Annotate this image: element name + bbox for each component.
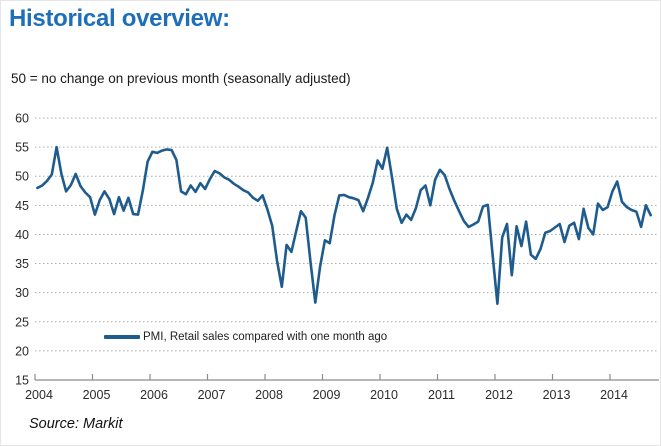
chart-subtitle: 50 = no change on previous month (season… xyxy=(11,71,351,86)
y-axis-label-45: 45 xyxy=(15,199,29,213)
x-axis-label-2010: 2010 xyxy=(370,388,398,402)
y-axis-label-30: 30 xyxy=(15,286,29,300)
y-axis-label-25: 25 xyxy=(15,315,29,329)
page-title: Historical overview: xyxy=(9,5,230,32)
x-axis-label-2009: 2009 xyxy=(313,388,341,402)
chart-legend: PMI, Retail sales compared with one mont… xyxy=(104,331,387,343)
x-axis-label-2008: 2008 xyxy=(255,388,283,402)
y-axis-label-55: 55 xyxy=(15,141,29,155)
y-axis-label-50: 50 xyxy=(15,170,29,184)
x-axis-label-2005: 2005 xyxy=(83,388,111,402)
y-axis-label-35: 35 xyxy=(15,257,29,271)
x-axis-label-2007: 2007 xyxy=(198,388,226,402)
pmi-series-line xyxy=(36,145,653,306)
y-axis-label-60: 60 xyxy=(15,112,29,126)
source-credit: Source: Markit xyxy=(29,416,123,432)
x-axis-label-2006: 2006 xyxy=(140,388,168,402)
x-axis-label-2011: 2011 xyxy=(428,388,455,402)
y-axis-label-15: 15 xyxy=(15,374,29,388)
x-axis-label-2013: 2013 xyxy=(543,388,571,402)
legend-label: PMI, Retail sales compared with one mont… xyxy=(143,331,388,343)
legend-line-swatch xyxy=(104,335,140,339)
y-axis-label-40: 40 xyxy=(15,228,29,242)
y-axis-label-20: 20 xyxy=(15,344,29,358)
x-axis-label-2004: 2004 xyxy=(25,388,53,402)
x-axis-label-2014: 2014 xyxy=(600,388,628,402)
x-axis-label-2012: 2012 xyxy=(485,388,513,402)
